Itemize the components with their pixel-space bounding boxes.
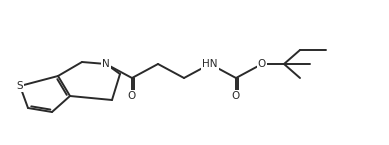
- Text: N: N: [102, 59, 110, 69]
- Text: HN: HN: [202, 59, 218, 69]
- Text: S: S: [17, 81, 23, 91]
- Text: O: O: [258, 59, 266, 69]
- Text: O: O: [128, 91, 136, 101]
- Text: O: O: [232, 91, 240, 101]
